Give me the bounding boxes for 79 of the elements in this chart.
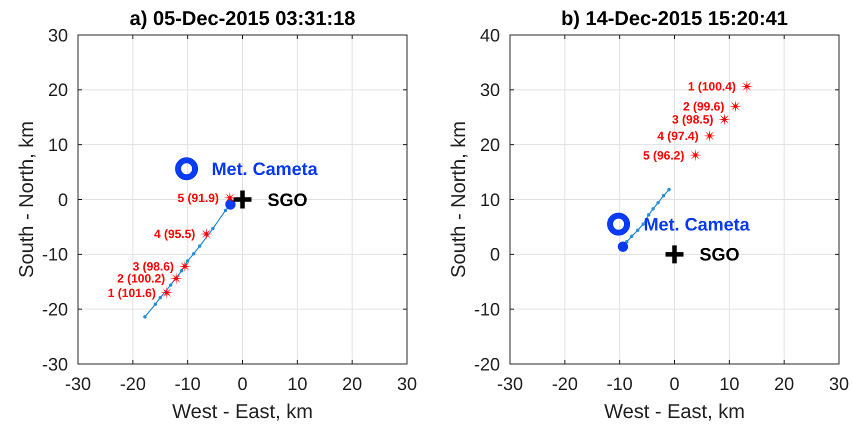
point — [192, 252, 196, 256]
point — [667, 188, 671, 192]
point — [186, 259, 190, 263]
y-tick-label: 0 — [490, 244, 500, 265]
point — [607, 212, 630, 236]
x-tick-label: -30 — [64, 374, 92, 394]
point — [224, 192, 236, 204]
y-tick-label: -20 — [42, 299, 68, 320]
series-label: SGO — [268, 190, 308, 210]
y-axis-title: South - North, km — [448, 121, 470, 278]
point — [651, 207, 655, 211]
point — [703, 130, 716, 142]
chart-title: a) 05-Dec-2015 03:31:18 — [130, 8, 356, 30]
x-tick-label: -20 — [120, 374, 146, 394]
data-label: 3 (98.5) — [672, 112, 714, 127]
point — [630, 234, 634, 238]
x-tick-label: -10 — [606, 374, 633, 394]
point — [168, 283, 172, 287]
data-label: 3 (98.6) — [132, 260, 174, 274]
point — [224, 208, 228, 212]
y-tick-label: -20 — [474, 354, 500, 374]
x-tick-label: 30 — [396, 374, 418, 394]
point — [729, 100, 742, 112]
y-tick-label: 10 — [480, 190, 500, 210]
x-tick-label: -10 — [174, 374, 201, 394]
data-label: 1 (101.6) — [108, 286, 156, 300]
point — [225, 199, 236, 210]
x-tick-label: 20 — [774, 374, 794, 394]
y-tick-label: -10 — [474, 299, 500, 320]
x-tick-label: 10 — [287, 374, 308, 394]
point — [689, 148, 702, 162]
y-tick-label: 20 — [480, 134, 500, 155]
y-tick-label: 10 — [48, 134, 68, 155]
point — [178, 260, 192, 273]
point — [143, 315, 147, 319]
data-label: 4 (95.5) — [154, 227, 196, 242]
chart-title: b) 14-Dec-2015 15:20:41 — [561, 8, 788, 30]
x-tick-label: 0 — [237, 374, 248, 394]
x-tick-label: 30 — [828, 374, 850, 394]
data-label: 2 (99.6) — [683, 99, 724, 114]
x-tick-label: -30 — [496, 374, 524, 394]
point — [740, 80, 754, 93]
series-label: Met. Cameta — [212, 159, 319, 180]
point — [200, 228, 213, 240]
point — [647, 213, 650, 217]
y-tick-label: 30 — [48, 25, 68, 46]
y-tick-label: -10 — [42, 244, 68, 265]
series-label: SGO — [700, 244, 740, 265]
data-label: 5 (96.2) — [642, 148, 684, 162]
point — [718, 113, 731, 126]
x-tick-label: -20 — [552, 374, 578, 394]
y-tick-label: 20 — [48, 80, 68, 100]
point — [180, 269, 184, 272]
point — [198, 244, 202, 248]
x-tick-label: 10 — [719, 374, 740, 394]
point — [175, 157, 198, 180]
point — [160, 286, 174, 299]
point — [656, 201, 660, 204]
point — [662, 194, 666, 198]
point — [170, 272, 182, 285]
series-label: Met. Cameta — [644, 214, 751, 234]
point — [158, 296, 162, 300]
y-tick-label: 40 — [480, 25, 500, 46]
x-axis-title: West - East, km — [172, 401, 313, 423]
y-axis-title: South - North, km — [16, 121, 38, 278]
x-axis-title: West - East, km — [604, 401, 745, 423]
y-tick-label: -30 — [42, 354, 68, 374]
data-label: 5 (91.9) — [178, 191, 219, 206]
point — [154, 302, 158, 306]
data-label: 4 (97.4) — [657, 129, 699, 144]
point — [636, 228, 640, 232]
y-tick-label: 0 — [58, 190, 68, 210]
data-label: 2 (100.2) — [117, 272, 166, 286]
data-label: 1 (100.4) — [688, 80, 736, 94]
point — [618, 241, 628, 252]
x-tick-label: 0 — [669, 374, 680, 394]
y-tick-label: 30 — [480, 80, 500, 100]
point — [211, 226, 215, 230]
x-tick-label: 20 — [342, 374, 362, 394]
